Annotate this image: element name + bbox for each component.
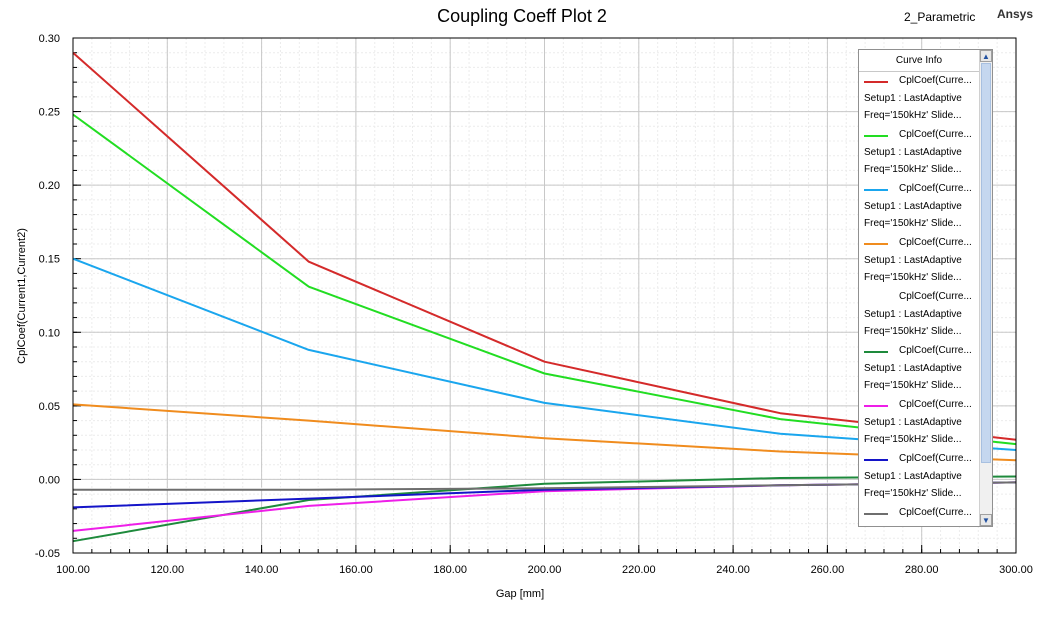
x-tick-label: 180.00 [433,564,467,576]
legend-swatch [864,405,888,407]
legend-entry[interactable]: CplCoef(Curre... Setup1 : LastAdaptive Fre… [859,289,979,343]
plot-frame [72,37,1017,554]
legend-series-name: CplCoef(Curre... [899,453,972,464]
x-tick-label: 260.00 [811,564,845,576]
y-axis-label: CplCoef(Current1,Current2) [16,228,28,364]
legend-swatch [864,459,888,461]
legend-entry[interactable]: CplCoef(Curre... Setup1 : LastAdaptive Fre… [859,181,979,235]
legend-swatch [864,189,888,191]
legend-series-freq: Freq='150kHz' Slide... [864,218,962,229]
legend-series-setup: Setup1 : LastAdaptive [864,93,962,104]
legend-swatch [864,135,888,137]
legend-series-freq: Freq='150kHz' Slide... [864,380,962,391]
x-tick-label: 140.00 [245,564,279,576]
legend-series-setup: Setup1 : LastAdaptive [864,471,962,482]
legend-series-freq: Freq='150kHz' Slide... [864,326,962,337]
x-tick-label: 280.00 [905,564,939,576]
legend-series-name: CplCoef(Curre... [899,129,972,140]
tick-labels: 100.00 120.00 140.00 160.00 180.00 200.00 220.… [35,33,1033,576]
scroll-thumb[interactable] [981,63,991,463]
y-tick-label: 0.10 [39,327,60,339]
legend-series-name: CplCoef(Curre... [899,237,972,248]
legend-swatch [864,513,888,515]
legend-swatch [864,243,888,245]
legend-entry[interactable]: CplCoef(Curre... Setup1 : LastAdaptive Fre… [859,343,979,397]
x-tick-label: 240.00 [716,564,750,576]
legend-series-setup: Setup1 : LastAdaptive [864,417,962,428]
legend-scrollbar[interactable]: ▲ ▼ [979,50,992,526]
chevron-down-icon[interactable]: ▼ [980,514,992,526]
axis-ticks [72,37,1017,554]
legend-entry[interactable]: CplCoef(Curre... [859,505,979,526]
legend-swatch [864,81,888,83]
x-axis-label: Gap [mm] [495,588,545,600]
design-name: 2_Parametric [904,10,976,24]
legend-entry[interactable]: CplCoef(Curre... Setup1 : LastAdaptive Fre… [859,451,979,505]
legend-series-setup: Setup1 : LastAdaptive [864,201,962,212]
legend-series-name: CplCoef(Curre... [899,291,972,302]
legend-entry[interactable]: CplCoef(Curre... Setup1 : LastAdaptive Fre… [859,73,979,127]
legend-entries: CplCoef(Curre... Setup1 : LastAdaptive Fre… [859,73,979,526]
y-tick-label: 0.20 [39,180,60,192]
legend-series-freq: Freq='150kHz' Slide... [864,488,962,499]
x-tick-label: 200.00 [528,564,562,576]
y-tick-label: 0.00 [39,474,60,486]
x-tick-label: 120.00 [150,564,184,576]
legend-swatch [864,297,888,299]
legend-series-name: CplCoef(Curre... [899,399,972,410]
legend-entry[interactable]: CplCoef(Curre... Setup1 : LastAdaptive Fre… [859,397,979,451]
brand-logo: Ansys [997,7,1034,21]
legend-series-setup: Setup1 : LastAdaptive [864,147,962,158]
legend-series-freq: Freq='150kHz' Slide... [864,272,962,283]
chevron-up-icon[interactable]: ▲ [980,50,992,62]
x-tick-label: 220.00 [622,564,656,576]
y-tick-label: 0.05 [39,401,60,413]
legend-series-name: CplCoef(Curre... [899,507,972,518]
legend-series-freq: Freq='150kHz' Slide... [864,164,962,175]
y-tick-label: 0.15 [39,254,60,266]
legend-series-name: CplCoef(Curre... [899,345,972,356]
legend-entry[interactable]: CplCoef(Curre... Setup1 : LastAdaptive Fre… [859,127,979,181]
legend-title: Curve Info [859,50,979,72]
chart-title: Coupling Coeff Plot 2 [437,6,607,26]
y-tick-label: -0.05 [35,548,60,560]
legend-series-name: CplCoef(Curre... [899,75,972,86]
legend-series-name: CplCoef(Curre... [899,183,972,194]
legend-series-setup: Setup1 : LastAdaptive [864,363,962,374]
legend-series-freq: Freq='150kHz' Slide... [864,434,962,445]
x-tick-label: 300.00 [999,564,1033,576]
x-tick-label: 160.00 [339,564,373,576]
y-tick-label: 0.30 [39,33,60,45]
legend-series-freq: Freq='150kHz' Slide... [864,110,962,121]
x-tick-label: 100.00 [56,564,90,576]
legend-entry[interactable]: CplCoef(Curre... Setup1 : LastAdaptive Fre… [859,235,979,289]
y-tick-label: 0.25 [39,107,60,119]
legend-series-setup: Setup1 : LastAdaptive [864,309,962,320]
legend-series-setup: Setup1 : LastAdaptive [864,255,962,266]
legend-swatch [864,351,888,353]
curve-info-legend[interactable]: Curve Info CplCoef(Curre... Setup1 : Last… [858,49,993,527]
